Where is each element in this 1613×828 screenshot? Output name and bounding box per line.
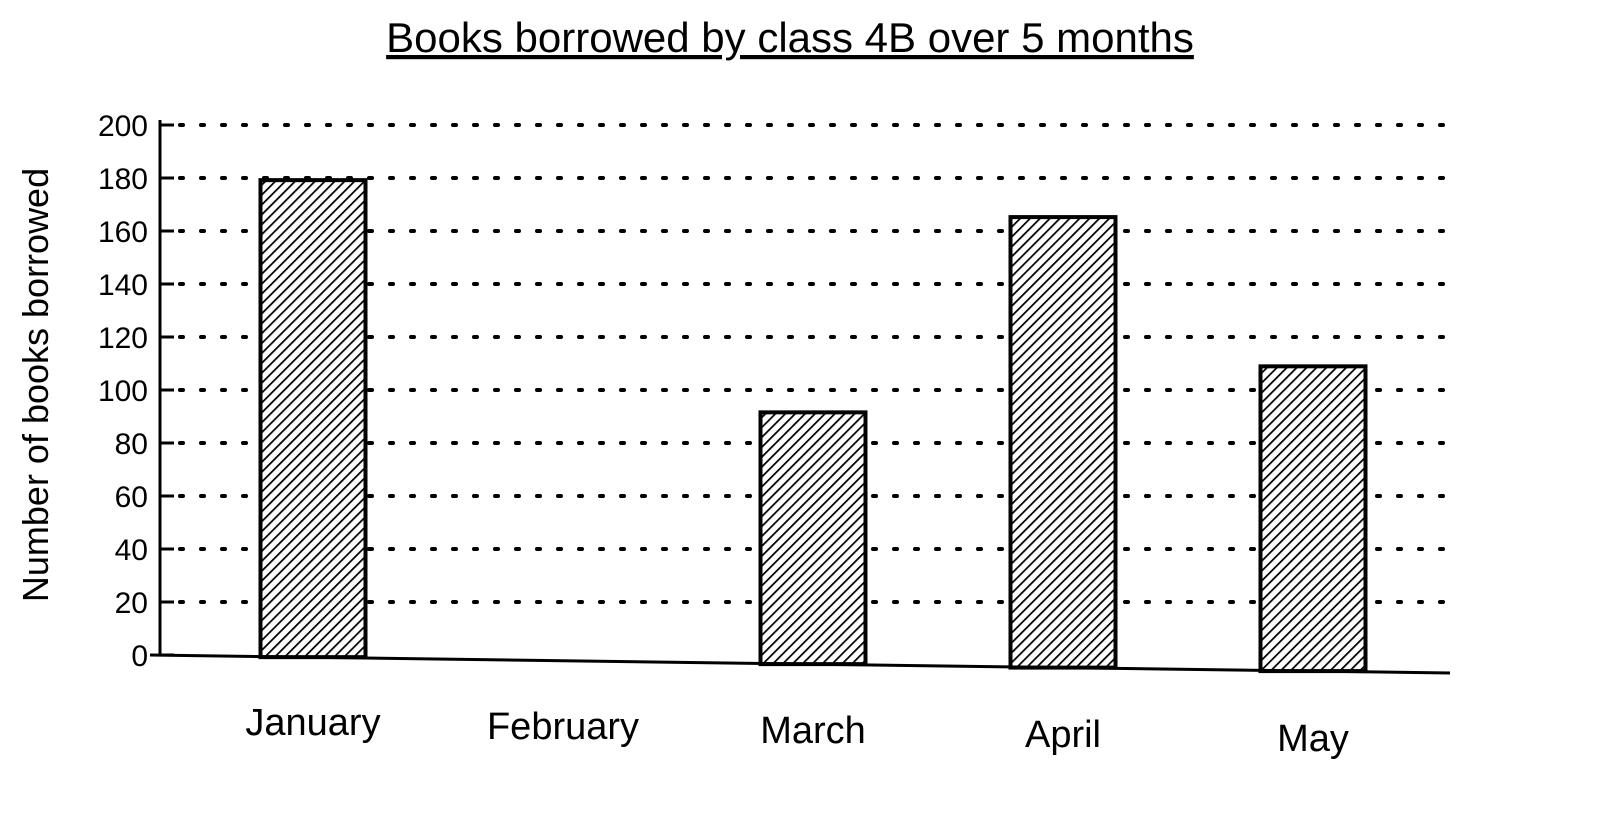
- chart-title: Books borrowed by class 4B over 5 months: [386, 14, 1194, 61]
- x-category-label: April: [1025, 714, 1101, 756]
- y-tick-label: 60: [115, 481, 148, 514]
- y-tick-labels: 0 20 40 60 80 100 120 140 160 180 200: [98, 110, 148, 673]
- x-axis: [149, 653, 1451, 675]
- y-tick-label: 180: [98, 163, 148, 196]
- y-tick-label: 20: [115, 587, 148, 620]
- x-category-label: February: [487, 706, 639, 748]
- y-tick-label: 0: [131, 640, 148, 673]
- y-tick-label: 80: [115, 428, 148, 461]
- x-category-label: January: [245, 702, 380, 744]
- y-tick-label: 160: [98, 216, 148, 249]
- bar-may: [1258, 364, 1368, 674]
- bar-january: [258, 178, 368, 660]
- bar-march: [758, 410, 868, 667]
- y-tick-label: 120: [98, 322, 148, 355]
- y-axis-label: Number of books borrowed: [15, 168, 56, 602]
- x-category-label: March: [760, 710, 866, 752]
- y-tick-label: 40: [115, 534, 148, 567]
- bar-april: [1008, 215, 1118, 670]
- y-tick-label: 100: [98, 375, 148, 408]
- axes: [149, 120, 1451, 675]
- y-tick-label: 140: [98, 269, 148, 302]
- x-category-label: May: [1277, 718, 1349, 760]
- x-category-labels: January February March April May: [245, 702, 1349, 760]
- bars: [258, 178, 1368, 674]
- y-tick-label: 200: [98, 110, 148, 143]
